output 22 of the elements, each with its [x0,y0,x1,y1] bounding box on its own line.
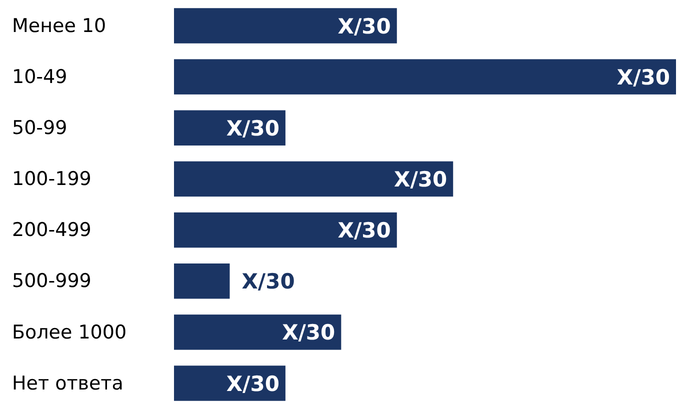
annotation: X/30 [226,116,280,140]
y-tick-label: 100-199 [12,168,92,190]
y-tick-label: Менее 10 [12,14,106,37]
annotation: X/30 [282,320,336,345]
y-tick-label: 50-99 [12,116,68,139]
annotation: X/30 [338,218,391,243]
annotation: X/30 [394,168,448,192]
y-tick-label: 500-999 [12,270,92,292]
bar [174,263,230,299]
y-tick-label: Более 1000 [12,321,127,344]
bar [174,59,676,94]
y-tick-label: 10-49 [12,66,68,88]
y-tick-label: Нет ответа [12,372,124,394]
y-tick-label: 200-499 [12,219,92,242]
bar [174,161,454,197]
bar [174,314,342,350]
bar [174,212,397,248]
annotation: X/30 [242,270,295,294]
annotation: X/30 [226,372,280,396]
bar [174,8,397,44]
annotation: X/30 [616,65,670,90]
annotation: X/30 [338,14,391,38]
